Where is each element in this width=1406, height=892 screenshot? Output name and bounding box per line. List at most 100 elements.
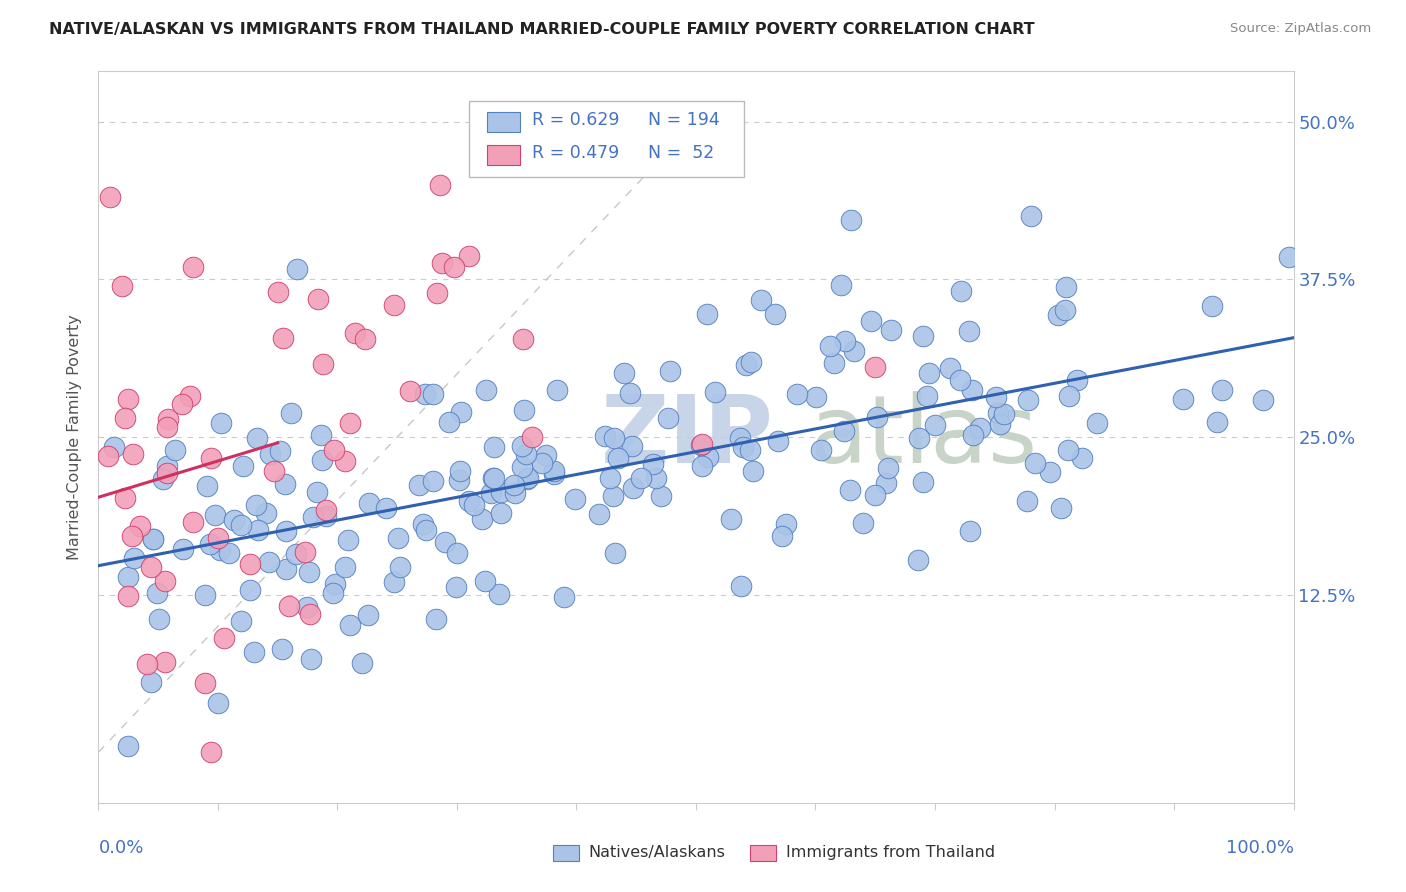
Point [181,260,204,275]
Point [643,457,665,471]
Point [157,412,180,426]
Point [422,475,444,489]
Point [259,555,281,569]
Point [1054,279,1077,293]
Point [156,467,179,481]
Point [312,357,335,371]
Point [323,443,346,458]
Text: R = 0.629: R = 0.629 [533,112,620,129]
Point [838,483,860,497]
Point [823,356,845,370]
Point [243,645,266,659]
Point [503,477,526,491]
Point [516,472,538,486]
Point [1017,392,1039,407]
Point [309,428,332,442]
Point [299,607,322,622]
Point [239,582,262,597]
Point [1201,300,1223,314]
Point [263,464,285,478]
Text: Immigrants from Thailand: Immigrants from Thailand [786,845,994,860]
Point [1251,393,1274,408]
Text: atlas: atlas [810,391,1038,483]
Point [446,580,468,594]
Point [336,533,359,548]
Point [422,386,444,401]
FancyBboxPatch shape [486,112,520,132]
Point [315,508,337,523]
Point [993,407,1015,421]
Point [408,477,430,491]
Point [294,545,316,559]
Point [830,278,852,293]
Point [117,570,139,584]
Point [588,507,610,521]
Point [284,547,307,561]
Point [280,406,302,420]
Point [479,485,502,500]
Point [333,453,356,467]
Point [740,443,762,458]
Text: ZIP: ZIP [600,391,773,483]
Point [841,213,863,227]
Point [986,390,1008,404]
Point [446,545,468,559]
Point [866,409,889,424]
Point [959,524,981,539]
Text: 100.0%: 100.0% [1226,839,1294,857]
Point [1205,415,1227,429]
Point [307,292,329,306]
Point [650,489,672,503]
Y-axis label: Married-Couple Family Poverty: Married-Couple Family Poverty [67,314,83,560]
Point [325,577,347,591]
Point [179,389,201,403]
Point [949,285,972,299]
Point [389,560,412,574]
Point [912,475,935,490]
Point [602,489,624,503]
Point [222,512,245,526]
Point [962,384,984,398]
Point [1024,456,1046,470]
Point [1050,501,1073,516]
Point [254,506,277,520]
Point [357,607,380,622]
Point [969,420,991,434]
Point [156,419,179,434]
Point [212,631,235,645]
Point [450,405,472,419]
Point [111,278,134,293]
Point [315,502,337,516]
Point [218,546,240,560]
Point [543,463,565,477]
Point [475,384,498,398]
Point [270,642,292,657]
Point [957,324,980,338]
Point [1059,389,1081,403]
Point [619,386,641,401]
Point [593,429,616,443]
Point [121,529,143,543]
Point [425,612,447,626]
Point [429,178,451,192]
Point [512,332,534,346]
Point [513,403,536,417]
Point [426,285,449,300]
Text: NATIVE/ALASKAN VS IMMIGRANTS FROM THAILAND MARRIED-COUPLE FAMILY POVERTY CORRELA: NATIVE/ALASKAN VS IMMIGRANTS FROM THAILA… [49,22,1035,37]
Point [602,431,624,445]
Point [447,473,470,487]
Point [285,261,308,276]
Point [740,355,762,369]
Point [277,599,299,614]
Point [197,479,219,493]
Point [146,586,169,600]
Point [247,523,270,537]
Point [730,579,752,593]
Point [208,543,231,558]
Point [211,416,233,430]
Point [852,516,875,531]
Point [599,471,621,485]
Point [907,552,929,566]
Point [269,443,291,458]
Point [433,534,456,549]
